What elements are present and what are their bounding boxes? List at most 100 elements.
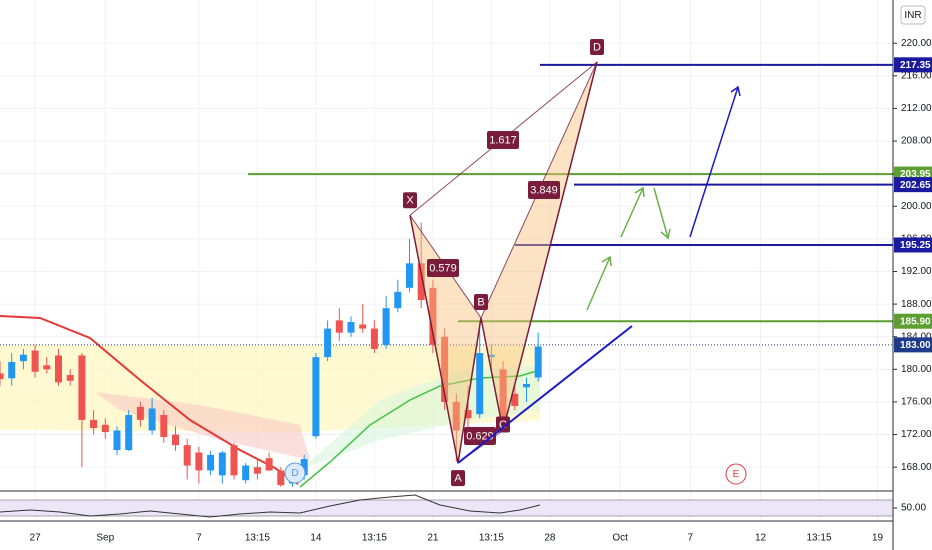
x-tick-label: 7: [196, 533, 202, 544]
y-tick-label: 188.00: [901, 299, 932, 310]
pattern-point-label: C: [499, 419, 507, 431]
y-tick-label: 208.00: [901, 136, 932, 147]
candle-body: [125, 414, 133, 451]
ratio-box: [487, 131, 519, 149]
candle-body: [43, 365, 51, 370]
event-marker-label: E: [733, 469, 740, 480]
y-tick-label: 184.00: [901, 331, 932, 342]
x-tick-label: 13:15: [479, 533, 504, 544]
y-tick-label: 220.00: [901, 38, 932, 49]
y-tick-label: 176.00: [901, 397, 932, 408]
candle-body: [300, 459, 308, 476]
candle-body: [534, 346, 542, 378]
level-label: 183.00: [900, 340, 931, 351]
event-marker: [725, 463, 747, 485]
y-tick-label: 172.00: [901, 429, 932, 440]
level-label: 203.95: [900, 169, 931, 180]
moving-average-green: [299, 369, 541, 488]
x-tick-label: 13:15: [245, 533, 270, 544]
axis: 168.00 172.00 176.00 180.00 184.00 188.00 192.…: [30, 38, 932, 544]
rsi-band: [0, 500, 893, 516]
candle-body: [487, 354, 495, 358]
y-tick-label: 192.00: [901, 266, 932, 277]
y-tick-label: 200.00: [901, 201, 932, 212]
currency-badge[interactable]: [900, 5, 926, 25]
level-label: 217.35: [900, 60, 931, 71]
candle-body: [265, 458, 273, 471]
event-marker-label: D: [291, 468, 298, 479]
candle-body: [406, 263, 413, 288]
candle-body: [382, 308, 390, 345]
x-tick-label: 13:15: [362, 533, 387, 544]
level-label-box: [894, 177, 932, 193]
candle-body: [523, 384, 530, 388]
rsi-line: [0, 494, 541, 518]
candle-body: [218, 452, 226, 476]
candle-body: [195, 452, 203, 471]
candle-body: [335, 320, 343, 333]
candle-body: [78, 355, 86, 420]
candle-body: [511, 393, 519, 407]
pattern-point-box: [496, 416, 510, 433]
level-label: 202.65: [900, 180, 931, 191]
candle-body: [359, 324, 367, 329]
ratio-label: 3.849: [530, 184, 558, 196]
pattern-point-box: [474, 293, 488, 310]
y-tick-label: 216.00: [901, 70, 932, 81]
x-tick-label: 21: [427, 533, 439, 544]
candle-body: [464, 410, 472, 419]
candle-body: [8, 361, 16, 379]
candle-body: [429, 287, 437, 345]
candle-body: [253, 467, 261, 474]
y-tick-label: 168.00: [901, 462, 932, 473]
x-tick-label: 19: [872, 533, 884, 544]
candle-body: [160, 414, 168, 438]
pattern-point-label: D: [593, 41, 601, 53]
candle-body: [207, 454, 215, 471]
candle-body: [277, 470, 285, 486]
trend-line: [457, 325, 633, 464]
candle-body: [324, 328, 332, 358]
green-arrows: [586, 186, 671, 311]
harmonic-pattern: X A B C D 0.579 1.617 3.849 0.629: [403, 38, 604, 487]
pattern-point-label: X: [406, 195, 414, 207]
rsi-tick-label: 50.00: [901, 503, 926, 514]
candle-body: [172, 434, 179, 446]
candle-body: [136, 406, 144, 420]
candle-body: [370, 328, 378, 349]
event-marker: [284, 462, 306, 484]
x-tick-label: Oct: [612, 533, 628, 544]
blue-arrow: [689, 85, 741, 238]
level-label-box: [894, 237, 932, 253]
pattern-point-label: A: [454, 473, 462, 485]
level-label-box: [894, 337, 932, 353]
candle-body: [183, 445, 191, 466]
candle-body: [113, 430, 121, 451]
x-tick-label: 7: [688, 533, 694, 544]
x-tick-label: 12: [755, 533, 767, 544]
pattern-xab: [410, 215, 481, 464]
candle-body: [441, 336, 449, 402]
candle-body: [499, 369, 507, 419]
y-tick-label: 180.00: [901, 364, 932, 375]
x-tick-label: 27: [30, 533, 42, 544]
ratio-label: 0.629: [466, 430, 494, 442]
level-label-box: [894, 313, 932, 329]
candle-body: [55, 355, 62, 383]
candle-body: [242, 465, 250, 481]
candle-body: [417, 263, 425, 301]
candle-body: [394, 291, 402, 309]
candle-body: [452, 401, 460, 431]
candle-body: [347, 322, 355, 333]
candle-body: [31, 350, 39, 372]
ratio-label: 0.579: [429, 262, 457, 274]
candle-body: [101, 424, 109, 433]
pattern-point-box: [403, 192, 417, 209]
candle-body: [148, 408, 156, 431]
level-label: 185.90: [900, 316, 931, 327]
x-tick-label: Sep: [96, 533, 114, 544]
candle-body: [90, 419, 98, 429]
candle-body: [66, 375, 74, 381]
pattern-bcd: [481, 61, 597, 431]
